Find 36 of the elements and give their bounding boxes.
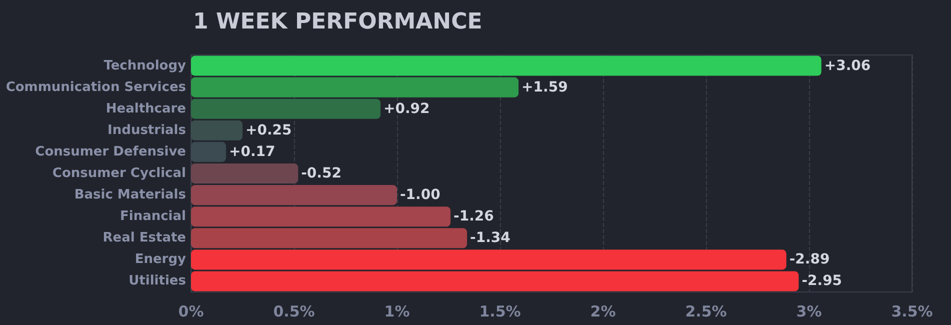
y-tick-label: Industrials bbox=[108, 122, 186, 138]
y-tick-label: Healthcare bbox=[106, 101, 186, 116]
data-label: +3.06 bbox=[824, 58, 871, 74]
x-tick-label: 1% bbox=[384, 302, 410, 320]
x-tick-label: 0% bbox=[178, 302, 204, 320]
y-tick-label: Real Estate bbox=[102, 230, 186, 246]
data-label: -1.00 bbox=[400, 187, 441, 204]
y-tick-label: Consumer Cyclical bbox=[52, 166, 186, 181]
bar bbox=[191, 56, 822, 76]
data-label: -1.26 bbox=[454, 208, 494, 225]
x-tick-label: 0.5% bbox=[273, 302, 315, 320]
data-label: -0.52 bbox=[301, 166, 342, 182]
bar bbox=[191, 185, 397, 206]
y-tick-label: Basic Materials bbox=[74, 188, 186, 203]
bar bbox=[191, 77, 519, 98]
data-label: +0.17 bbox=[229, 144, 276, 160]
y-tick-label: Consumer Defensive bbox=[35, 144, 186, 160]
chart-title: 1 WEEK PERFORMANCE bbox=[193, 10, 482, 34]
data-label: -2.89 bbox=[789, 252, 830, 268]
y-tick-label: Financial bbox=[120, 209, 186, 224]
y-tick-label: Utilities bbox=[128, 274, 186, 289]
bar bbox=[191, 163, 298, 184]
y-tick-label: Energy bbox=[134, 252, 187, 268]
data-label: +1.59 bbox=[522, 79, 568, 96]
data-label: -1.34 bbox=[470, 230, 511, 246]
x-tick-label: 3.5% bbox=[891, 302, 933, 320]
x-tick-label: 1.5% bbox=[479, 302, 521, 320]
x-tick-label: 2.5% bbox=[685, 302, 727, 320]
data-label: +0.25 bbox=[246, 122, 292, 138]
bar bbox=[191, 98, 381, 119]
data-label: +0.92 bbox=[384, 100, 430, 117]
y-tick-label: Communication Services bbox=[6, 80, 186, 95]
x-tick-label: 3% bbox=[796, 302, 822, 320]
x-tick-label: 2% bbox=[590, 302, 616, 320]
y-tick-label: Technology bbox=[104, 58, 187, 74]
data-label: -2.95 bbox=[802, 273, 842, 290]
